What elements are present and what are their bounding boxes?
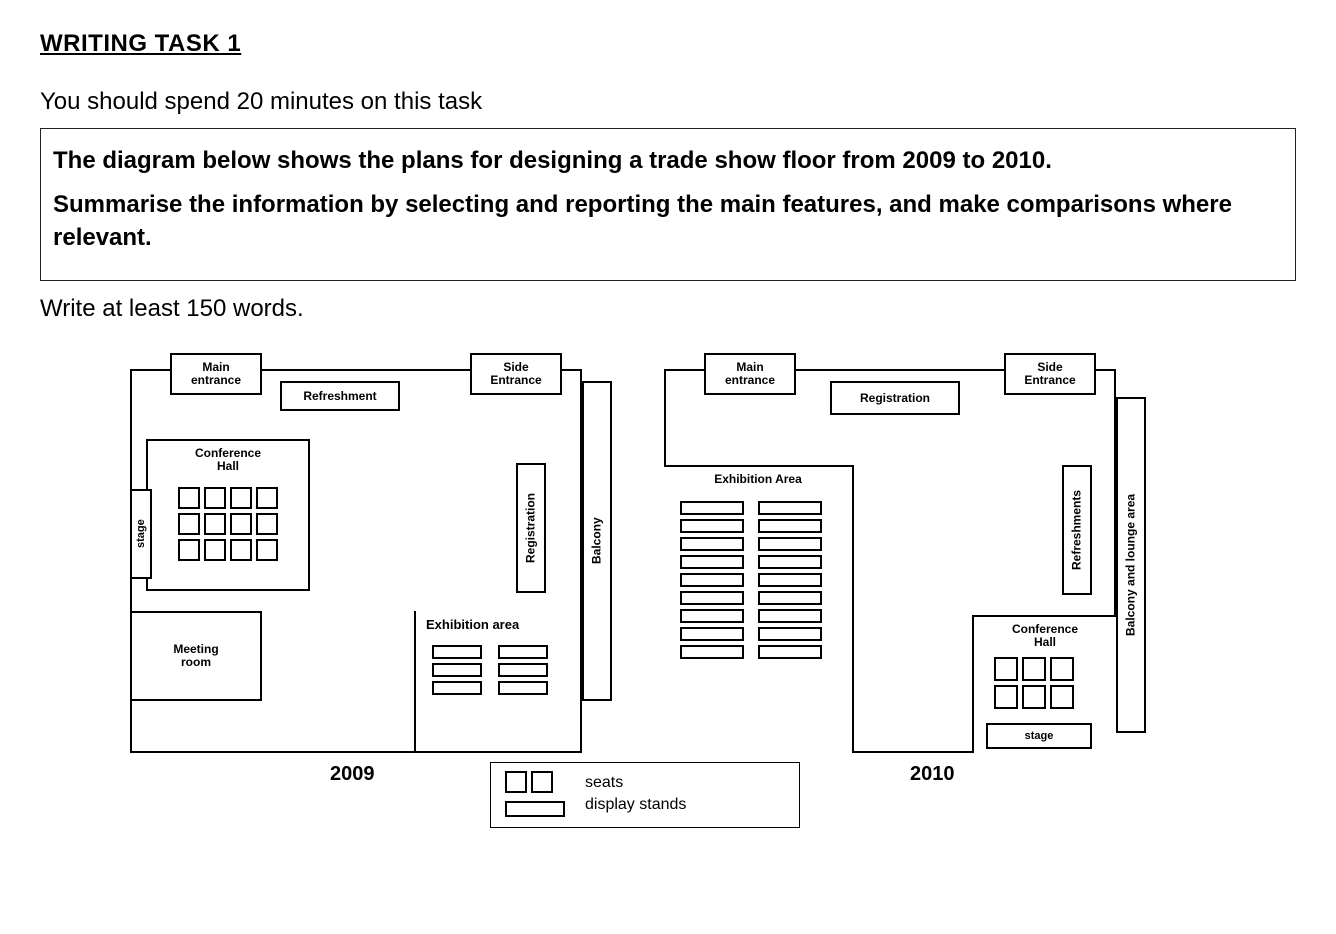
side-entrance-2009: Side Entrance <box>470 353 562 395</box>
plan-2009: Main entrance Refreshment Side Entrance … <box>130 353 600 753</box>
prompt-box: The diagram below shows the plans for de… <box>40 128 1296 281</box>
year-2009: 2009 <box>130 763 660 786</box>
legend-seats-icon <box>505 771 565 793</box>
legend-seats-label: seats <box>585 772 686 794</box>
balcony-lounge-2010: Balcony and lounge area <box>1116 397 1146 733</box>
balcony-2009: Balcony <box>582 381 612 701</box>
seats-2010 <box>994 657 1074 709</box>
legend-stands-label: display stands <box>585 794 686 816</box>
registration-2010: Registration <box>830 381 960 415</box>
stage-2010: stage <box>986 723 1092 749</box>
main-entrance-2009: Main entrance <box>170 353 262 395</box>
refreshment-2009: Refreshment <box>280 381 400 411</box>
diagrams-row: Main entrance Refreshment Side Entrance … <box>130 353 1296 753</box>
stands-col1-2009 <box>432 645 482 695</box>
stands-col2-2010 <box>758 501 822 659</box>
year-2010: 2010 <box>660 763 955 786</box>
main-entrance-2010: Main entrance <box>704 353 796 395</box>
word-count: Write at least 150 words. <box>40 295 1296 323</box>
year-labels: 2009 2010 <box>130 763 1296 786</box>
legend-stand-icon <box>505 801 565 817</box>
registration-2009: Registration <box>516 463 546 593</box>
side-entrance-2010: Side Entrance <box>1004 353 1096 395</box>
stage-2009: stage <box>130 489 152 579</box>
prompt-line-1: The diagram below shows the plans for de… <box>53 145 1283 177</box>
task-heading: WRITING TASK 1 <box>40 30 1296 58</box>
refreshments-2010: Refreshments <box>1062 465 1092 595</box>
stands-col1-2010 <box>680 501 744 659</box>
prompt-line-2: Summarise the information by selecting a… <box>53 189 1283 254</box>
time-instruction: You should spend 20 minutes on this task <box>40 88 1296 116</box>
seats-2009 <box>178 487 278 561</box>
meeting-room-2009: Meeting room <box>130 611 262 701</box>
plan-2010: Main entrance Registration Side Entrance… <box>664 353 1134 753</box>
stands-col2-2009 <box>498 645 548 695</box>
